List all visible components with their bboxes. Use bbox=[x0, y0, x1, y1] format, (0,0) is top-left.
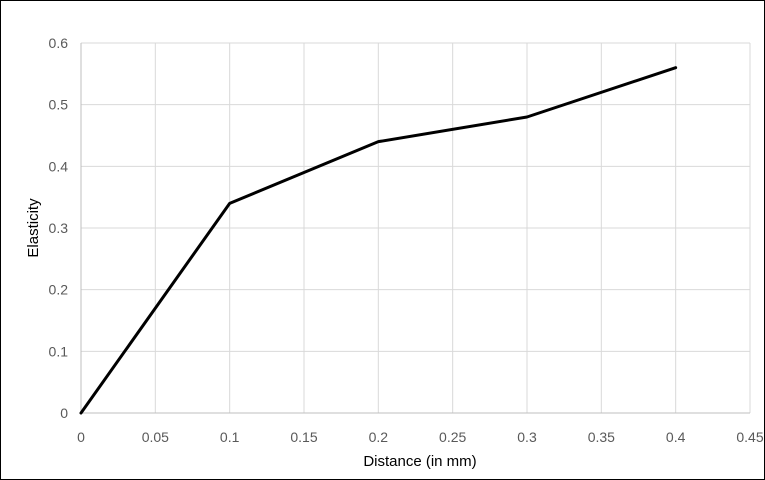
y-tick-label: 0.3 bbox=[49, 220, 69, 236]
y-axis-title: Elasticity bbox=[25, 198, 42, 258]
x-tick-label: 0.05 bbox=[142, 429, 169, 445]
x-tick-label: 0.25 bbox=[439, 429, 466, 445]
x-tick-label: 0 bbox=[77, 429, 85, 445]
y-tick-label: 0.1 bbox=[49, 343, 69, 359]
x-tick-label: 0.1 bbox=[220, 429, 240, 445]
axes bbox=[80, 43, 750, 414]
x-tick-label: 0.45 bbox=[736, 429, 763, 445]
y-tick-labels: 0 0.1 0.2 0.3 0.4 0.5 0.6 bbox=[49, 35, 69, 421]
series-layer bbox=[79, 66, 678, 415]
x-axis-title: Distance (in mm) bbox=[363, 453, 476, 470]
x-tick-label: 0.4 bbox=[666, 429, 686, 445]
y-tick-label: 0 bbox=[60, 405, 68, 421]
y-tick-label: 0.4 bbox=[49, 158, 69, 174]
y-tick-label: 0.5 bbox=[49, 97, 69, 113]
y-tick-label: 0.6 bbox=[49, 35, 69, 51]
series-line bbox=[79, 66, 678, 415]
x-tick-label: 0.2 bbox=[369, 429, 389, 445]
y-tick-label: 0.2 bbox=[49, 282, 69, 298]
x-tick-label: 0.35 bbox=[588, 429, 615, 445]
gridlines bbox=[81, 42, 751, 413]
x-tick-labels: 0 0.05 0.1 0.15 0.2 0.25 0.3 0.35 0.4 0.45 bbox=[77, 429, 764, 445]
x-tick-label: 0.15 bbox=[290, 429, 317, 445]
x-tick-label: 0.3 bbox=[517, 429, 537, 445]
